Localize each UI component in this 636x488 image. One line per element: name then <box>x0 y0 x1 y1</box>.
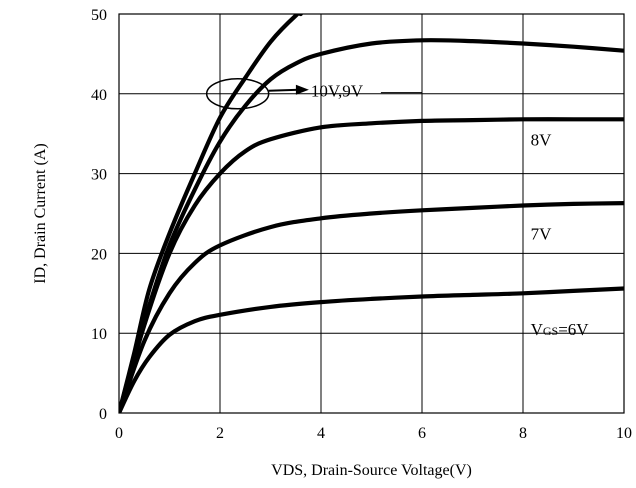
x-tick-label: 6 <box>418 425 426 442</box>
series-label: 10V,9V <box>311 82 364 101</box>
curves <box>119 14 624 413</box>
series-line-0 <box>119 14 303 413</box>
y-tick-label: 10 <box>91 326 107 343</box>
x-tick-label: 8 <box>519 425 527 442</box>
y-axis-title: ID, Drain Current (A) <box>32 143 49 283</box>
annotations: 10V,9V 8V 7V VGS=6V <box>205 78 590 339</box>
y-tick-label: 0 <box>99 406 107 423</box>
tick-labels: 0 2 4 6 8 10 0 10 20 30 40 50 <box>91 7 632 442</box>
x-tick-label: 10 <box>616 425 632 442</box>
series-line-3 <box>119 201 624 413</box>
x-tick-label: 4 <box>317 425 325 442</box>
series-line-2 <box>119 117 624 413</box>
annotation-arrow-head <box>295 84 309 95</box>
y-tick-label: 50 <box>91 7 107 24</box>
plot-frame <box>118 13 625 414</box>
y-tick-label: 20 <box>91 246 107 263</box>
series-line-4 <box>119 286 624 413</box>
series-label: 8V <box>531 130 553 149</box>
x-tick-label: 0 <box>115 425 123 442</box>
x-axis-title: VDS, Drain-Source Voltage(V) <box>271 462 472 479</box>
y-tick-label: 30 <box>91 167 107 184</box>
y-tick-label: 40 <box>91 87 107 104</box>
annotation-ellipse <box>205 78 270 110</box>
series-label: 7V <box>531 224 553 243</box>
x-tick-label: 2 <box>216 425 224 442</box>
annotation-arrow-line <box>268 88 299 92</box>
series-label: VGS=6V <box>531 320 590 339</box>
